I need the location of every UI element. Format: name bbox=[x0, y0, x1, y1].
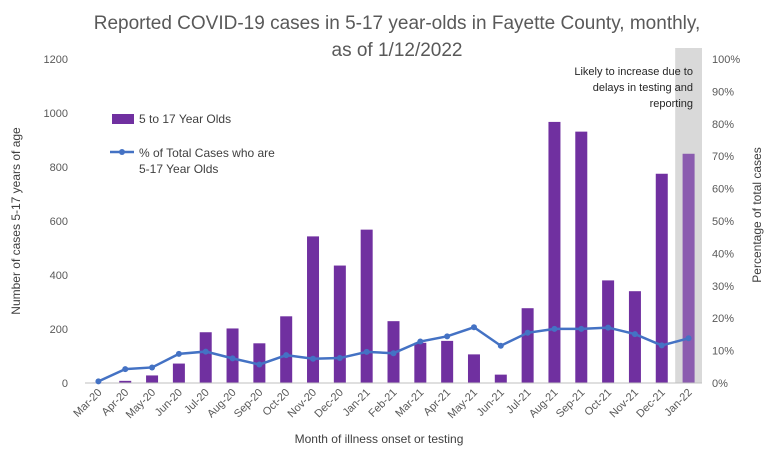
right-axis-ticks: 0% 10% 20% 30% 40% 50% 60% 70% 80% 90% 100% bbox=[712, 54, 740, 390]
bar-oct-21 bbox=[602, 280, 615, 383]
x-tick-label: May-21 bbox=[446, 387, 480, 421]
x-tick-label: Feb-21 bbox=[366, 387, 399, 420]
x-tick-label: Dec-21 bbox=[634, 387, 668, 421]
y2-tick-label: 60% bbox=[712, 184, 734, 196]
percent-point-feb-21 bbox=[390, 350, 397, 357]
note-line1: Likely to increase due to bbox=[574, 66, 693, 78]
legend-bar-swatch bbox=[112, 114, 134, 124]
percent-point-aug-21 bbox=[551, 325, 558, 332]
y-tick-label: 200 bbox=[50, 324, 68, 336]
percent-point-mar-20 bbox=[95, 378, 102, 385]
y-axis-label: Number of cases 5-17 years of age bbox=[9, 127, 23, 315]
chart-title-line2: as of 1/12/2022 bbox=[332, 40, 463, 61]
y2-tick-label: 100% bbox=[712, 54, 740, 66]
line-series bbox=[95, 324, 692, 385]
percent-point-jun-20 bbox=[175, 350, 182, 357]
bar-series bbox=[92, 121, 695, 383]
bar-jul-21 bbox=[521, 308, 534, 383]
percent-point-may-20 bbox=[149, 364, 156, 371]
y-tick-label: 1000 bbox=[44, 108, 68, 120]
percent-point-apr-21 bbox=[444, 333, 451, 340]
percent-point-dec-21 bbox=[658, 342, 665, 349]
bar-dec-20 bbox=[333, 265, 346, 383]
x-tick-label: May-20 bbox=[124, 387, 158, 421]
bar-jun-20 bbox=[172, 363, 185, 383]
y2-axis-label: Percentage of total cases bbox=[750, 147, 764, 282]
bar-jul-20 bbox=[199, 332, 212, 383]
chart-title-line1: Reported COVID-19 cases in 5-17 year-old… bbox=[94, 13, 701, 34]
bar-nov-21 bbox=[628, 291, 641, 383]
bar-jan-21 bbox=[360, 229, 373, 383]
left-axis-ticks: 0 200 400 600 800 1000 1200 bbox=[44, 54, 68, 390]
y-tick-label: 800 bbox=[50, 162, 68, 174]
percent-point-nov-21 bbox=[631, 331, 638, 338]
percent-point-sep-21 bbox=[578, 325, 585, 332]
percent-point-jul-21 bbox=[524, 329, 531, 336]
highlight-note: Likely to increase due to delays in test… bbox=[574, 66, 693, 110]
bar-sep-21 bbox=[575, 131, 588, 383]
x-tick-label: Jun-20 bbox=[153, 387, 185, 419]
y2-tick-label: 80% bbox=[712, 119, 734, 131]
y-tick-label: 0 bbox=[62, 378, 68, 390]
y2-tick-label: 90% bbox=[712, 86, 734, 98]
x-tick-label: Jun-21 bbox=[475, 387, 507, 419]
percent-point-nov-20 bbox=[310, 355, 317, 362]
note-line2: delays in testing and bbox=[593, 82, 693, 94]
legend-line-label-1: % of Total Cases who are bbox=[139, 146, 275, 160]
bar-mar-21 bbox=[414, 342, 427, 383]
y2-tick-label: 0% bbox=[712, 378, 728, 390]
percent-point-may-21 bbox=[470, 324, 477, 331]
bar-dec-21 bbox=[655, 173, 668, 383]
y2-tick-label: 10% bbox=[712, 346, 734, 358]
percent-point-jul-20 bbox=[202, 348, 209, 355]
y-tick-label: 1200 bbox=[44, 54, 68, 66]
x-tick-label: Nov-21 bbox=[607, 387, 641, 421]
x-axis-label: Month of illness onset or testing bbox=[295, 432, 464, 446]
legend-line-label-2: 5-17 Year Olds bbox=[139, 162, 218, 176]
bar-jun-21 bbox=[494, 374, 507, 383]
note-line3: reporting bbox=[650, 98, 693, 110]
bar-nov-20 bbox=[307, 236, 320, 383]
bar-apr-20 bbox=[119, 380, 132, 383]
bar-may-21 bbox=[467, 354, 480, 383]
percent-point-dec-20 bbox=[336, 355, 343, 362]
percent-point-jan-21 bbox=[363, 348, 370, 355]
percent-point-apr-20 bbox=[122, 366, 129, 373]
x-tick-label: Aug-20 bbox=[205, 387, 239, 421]
bar-aug-21 bbox=[548, 121, 561, 383]
y2-tick-label: 50% bbox=[712, 216, 734, 228]
percent-point-aug-20 bbox=[229, 355, 236, 362]
x-tick-label: Jan-22 bbox=[662, 387, 694, 419]
percent-point-jun-21 bbox=[497, 342, 504, 349]
bar-jan-22 bbox=[682, 153, 695, 383]
x-tick-label: Sep-20 bbox=[232, 387, 266, 421]
x-tick-label: Mar-21 bbox=[393, 387, 426, 420]
legend: 5 to 17 Year Olds % of Total Cases who a… bbox=[110, 112, 275, 176]
bar-oct-20 bbox=[280, 316, 293, 383]
percent-point-jan-22 bbox=[685, 335, 692, 342]
bar-apr-21 bbox=[441, 340, 454, 383]
x-tick-label: Sep-21 bbox=[554, 387, 588, 421]
y-tick-label: 400 bbox=[50, 270, 68, 282]
x-axis-ticks: Mar-20Apr-20May-20Jun-20Jul-20Aug-20Sep-… bbox=[71, 387, 694, 421]
y2-tick-label: 40% bbox=[712, 248, 734, 260]
bar-may-20 bbox=[146, 375, 159, 383]
legend-bar-label: 5 to 17 Year Olds bbox=[139, 112, 231, 126]
x-tick-label: Aug-21 bbox=[527, 387, 561, 421]
y2-tick-label: 20% bbox=[712, 313, 734, 325]
y-tick-label: 600 bbox=[50, 216, 68, 228]
x-tick-label: Nov-20 bbox=[286, 387, 320, 421]
percent-point-sep-20 bbox=[256, 361, 263, 368]
percent-point-oct-20 bbox=[283, 352, 290, 359]
x-tick-label: Mar-20 bbox=[71, 387, 104, 420]
percent-point-oct-21 bbox=[605, 324, 612, 331]
percent-point-mar-21 bbox=[417, 338, 424, 345]
y2-tick-label: 30% bbox=[712, 281, 734, 293]
y2-tick-label: 70% bbox=[712, 151, 734, 163]
legend-line-marker bbox=[119, 149, 125, 155]
x-tick-label: Dec-20 bbox=[312, 387, 346, 421]
